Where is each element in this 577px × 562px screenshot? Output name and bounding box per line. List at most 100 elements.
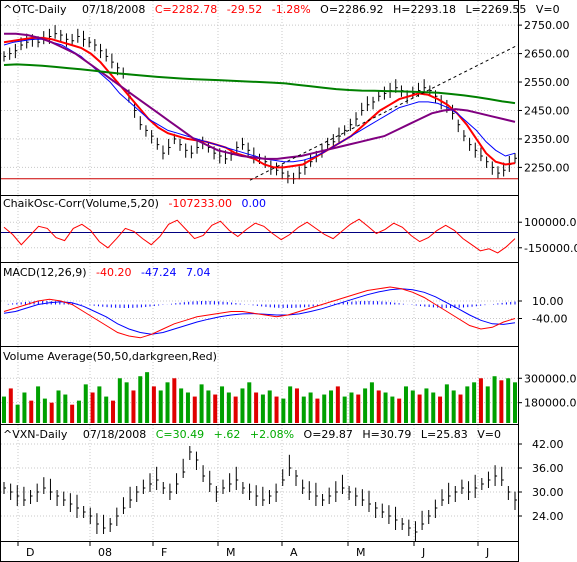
volume-bar (410, 390, 415, 423)
volume-bar (438, 396, 443, 423)
volume-bar (472, 382, 477, 423)
volume-bar (349, 392, 354, 423)
volume-bar (499, 380, 504, 423)
macd-layer (3, 286, 516, 339)
volume-bar (8, 388, 13, 423)
axis-layer: 2750.00 2650.00 2550.00 2450.00 2350.00 2250.… (17, 19, 577, 559)
volume-bar (213, 394, 218, 423)
volume-header: Volume Average(50,50,darkgreen,Red) (3, 350, 217, 363)
volume-bar (63, 394, 68, 423)
volume-bar (158, 390, 163, 423)
macd-line (3, 286, 516, 339)
vxn-panel-frame (0, 424, 519, 542)
volume-bar (15, 404, 20, 423)
volume-bar (465, 386, 470, 423)
volume-bar (254, 392, 259, 423)
y-tick-label: 180000.00 (524, 397, 577, 410)
volume-bar (485, 386, 490, 423)
volume-bar (206, 390, 211, 423)
volume-bar (76, 400, 81, 423)
volume-bar (260, 394, 265, 423)
volume-bar (97, 386, 102, 423)
vxn-header: ^VXN-Daily 07/18/2008 C=30.49 +.62 +2.08… (3, 428, 501, 441)
volume-bar (376, 390, 381, 423)
volume-bar (342, 396, 347, 423)
volume-bar (478, 378, 483, 423)
y-tick-label: 42.00 (532, 438, 564, 451)
y-tick-label: -150000.00 (524, 242, 577, 255)
volume-bar (397, 398, 402, 423)
y-tick-label: 10.00 (532, 295, 564, 308)
volume-bar (90, 392, 95, 423)
y-tick-label: 2750.00 (524, 19, 570, 32)
volume-bar (513, 382, 517, 423)
volume-bar (301, 396, 306, 423)
y-tick-label: 2250.00 (524, 161, 570, 174)
moving-average-line (3, 63, 516, 105)
volume-bar (267, 390, 272, 423)
price-layer (1, 25, 519, 184)
volume-bar (322, 394, 327, 423)
volume-bar (2, 396, 6, 423)
volume-bar (458, 394, 463, 423)
x-tick-label: J (485, 546, 489, 559)
volume-bar (220, 386, 225, 423)
volume-bar (281, 398, 286, 423)
volume-bar (29, 400, 34, 423)
volume-bar (226, 392, 231, 423)
y-tick-label: 24.00 (532, 510, 564, 523)
trend-line (249, 44, 519, 181)
volume-layer (2, 372, 517, 423)
x-tick-label: F (161, 546, 167, 559)
volume-bar (390, 396, 395, 423)
volume-bar (138, 376, 143, 423)
volume-bar (444, 384, 449, 423)
volume-bar (22, 392, 27, 423)
volume-bar (315, 398, 320, 423)
volume-bar (506, 378, 511, 423)
y-tick-label: 30.00 (532, 486, 564, 499)
vxn-layer (3, 446, 517, 542)
volume-bar (247, 382, 252, 423)
volume-bar (329, 390, 334, 423)
volume-bar (104, 396, 109, 423)
x-tick-label: D (26, 546, 34, 559)
volume-bar (356, 394, 361, 423)
chaikin-panel-frame (0, 195, 519, 263)
x-tick-label: M (356, 546, 366, 559)
volume-bar (199, 384, 204, 423)
volume-bar (56, 390, 61, 423)
x-tick-label: J (421, 546, 425, 559)
volume-bar (403, 386, 408, 423)
volume-bar (308, 392, 313, 423)
volume-bar (492, 376, 497, 423)
volume-bar (124, 382, 129, 423)
volume-bar (294, 388, 299, 423)
y-tick-label: 2650.00 (524, 48, 570, 61)
moving-average-line (3, 36, 516, 169)
volume-bar (42, 398, 47, 423)
chaikin-header: ChaikOsc-Corr(Volume,5,20) -107233.00 0.… (3, 197, 266, 210)
grid-layer (1, 1, 518, 541)
volume-bar (165, 382, 170, 423)
x-tick-label: M (226, 546, 236, 559)
volume-bar (185, 392, 190, 423)
volume-bar (233, 396, 238, 423)
volume-bar (363, 388, 368, 423)
y-tick-label: 300000.00 (524, 372, 577, 385)
volume-bar (111, 400, 116, 423)
volume-bar (49, 402, 54, 423)
volume-bar (417, 394, 422, 423)
volume-bar (451, 390, 456, 423)
volume-bar (117, 378, 122, 423)
chaikin-line (3, 218, 516, 254)
volume-bar (424, 388, 429, 423)
volume-bar (151, 386, 156, 423)
volume-bar (131, 390, 136, 423)
volume-bar (288, 386, 293, 423)
volume-bar (83, 384, 88, 423)
chaikin-layer (1, 218, 518, 254)
y-tick-label: -40.00 (532, 313, 567, 326)
price-header: ^OTC-Daily 07/18/2008 C=2282.78 -29.52 -… (3, 3, 560, 16)
